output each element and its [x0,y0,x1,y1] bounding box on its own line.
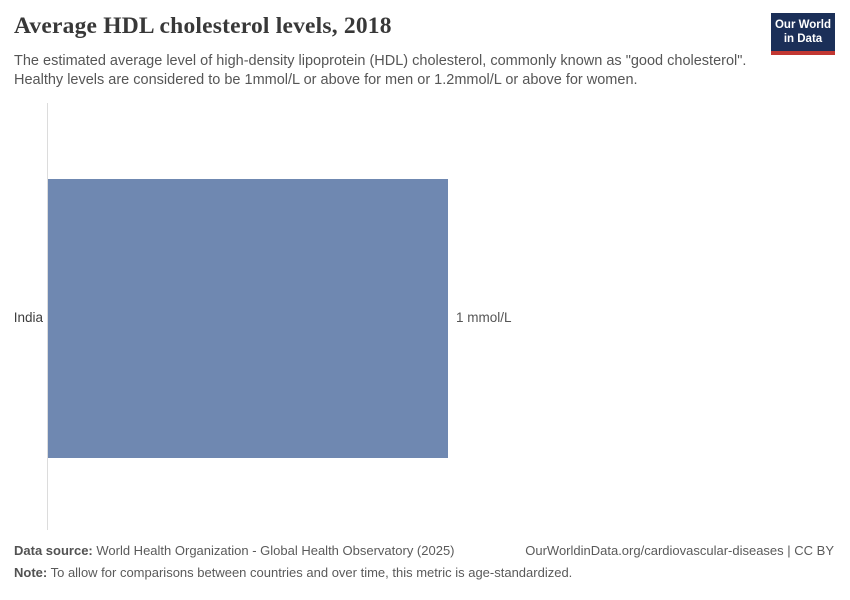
bar-india[interactable] [48,179,448,458]
chart-subtitle: The estimated average level of high-dens… [14,53,747,89]
footer-source-row: Data source: World Health Organization -… [14,543,834,558]
data-source-label: Data source: [14,543,93,558]
owid-logo-line2: in Data [783,33,823,46]
owid-logo-stripe [771,50,835,55]
y-axis-line [47,103,48,530]
owid-logo: Our World in Data [771,13,835,55]
data-source-value: World Health Organization - Global Healt… [92,543,455,558]
note-text: To allow for comparisons between countri… [47,565,573,580]
page-title: Average HDL cholesterol levels, 2018 [14,13,392,39]
category-label-india: India [13,310,43,325]
value-label-india: 1 mmol/L [456,310,512,325]
owid-logo-line1: Our World [774,19,831,31]
note-label: Note: [14,565,48,580]
data-source-text: Data source: World Health Organization -… [14,543,455,558]
owid-url-link[interactable]: OurWorldinData.org/cardiovascular-diseas… [525,543,834,558]
footer-note-row: Note: To allow for comparisons between c… [14,565,572,580]
